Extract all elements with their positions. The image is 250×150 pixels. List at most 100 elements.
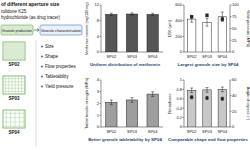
x-tick-label: SP03 — [202, 54, 213, 59]
point — [221, 97, 224, 100]
x-tick-label: SP02 — [187, 129, 198, 134]
screen-mesh — [15, 43, 16, 59]
bullet — [41, 45, 43, 47]
y-tick — [183, 108, 185, 109]
property-text: Shape — [45, 54, 59, 59]
y-tick — [100, 91, 102, 92]
y-tick — [183, 20, 185, 21]
property-text: Yield pressure — [45, 84, 74, 89]
y-tick-label: 1 — [97, 113, 100, 118]
y-tick — [183, 89, 185, 90]
y-tick-label: 0.4 — [176, 106, 182, 111]
y-tick-label: 4 — [97, 34, 100, 39]
screen-mesh — [17, 43, 18, 59]
x-tick-label: SP02 — [106, 129, 117, 134]
x-tick-label: SP04 — [217, 129, 228, 134]
marks — [106, 13, 159, 52]
bar — [187, 90, 195, 127]
screen-mesh — [9, 43, 10, 59]
caption: Better granule tabletability by SP04 — [88, 137, 162, 142]
error-bar — [131, 13, 134, 15]
screen-label: SP03 — [8, 96, 20, 101]
screen-mesh — [23, 111, 24, 127]
x-tick-label: SP03 — [127, 129, 138, 134]
y-tick — [183, 127, 185, 128]
y-tick-label: 0.8 — [176, 87, 182, 92]
caption: Uniform distribution of metformin — [90, 62, 161, 67]
screen-mesh — [11, 43, 12, 59]
screen-mesh — [4, 126, 24, 127]
error-bar — [221, 97, 224, 100]
y-tick — [183, 52, 185, 53]
y-tick — [183, 36, 185, 37]
y-tick — [100, 36, 102, 37]
y-tick — [100, 20, 102, 21]
y-axis-label: Metformin content (mg/100 mg) — [85, 1, 89, 54]
screen-mesh — [4, 78, 24, 79]
caption: Comparable shape and flow properties — [168, 137, 248, 142]
header-text: Granule production — [2, 29, 32, 33]
y-tick-label: 4 — [97, 77, 100, 82]
y-tick — [183, 5, 185, 6]
bullet — [41, 75, 43, 77]
chart: 00.20.40.60.81Roundness0204060Angle of r… — [167, 77, 250, 142]
error-bar — [151, 92, 154, 97]
error-bar — [221, 12, 224, 21]
screen-mesh — [4, 85, 24, 86]
y2-tick-label: 75 — [232, 14, 237, 19]
screen-mesh — [24, 77, 25, 93]
x-tick-label: SP02 — [106, 54, 117, 59]
bar — [126, 100, 137, 127]
screen-mesh — [21, 43, 22, 59]
bar — [203, 22, 211, 52]
screen-mesh — [4, 91, 24, 92]
bullet — [41, 65, 43, 67]
error-bar — [221, 87, 224, 92]
error-bar — [190, 16, 193, 22]
bar — [126, 14, 137, 52]
screen-frame — [3, 76, 25, 94]
screen-mesh — [4, 50, 24, 51]
screen-mesh — [15, 111, 16, 127]
error-bar — [110, 13, 113, 15]
y-axis — [101, 5, 102, 52]
diagram-line: hydrochloride (as drug tracer) — [1, 15, 61, 20]
chart: 0200400600D50 (µm)0255075100Yield pressu… — [167, 2, 250, 67]
y-tick — [183, 80, 185, 81]
chart: 04812Metformin content (mg/100 mg)SP02SP… — [85, 1, 164, 67]
y-tick-label: 0 — [97, 49, 100, 54]
marks — [106, 92, 159, 127]
y-tick — [100, 103, 102, 104]
y-tick-label: 200 — [175, 34, 182, 39]
screen-mesh — [5, 43, 6, 59]
y-tick-label: 0.2 — [176, 115, 182, 120]
x-tick-label: SP04 — [217, 54, 228, 59]
error-bar — [151, 13, 154, 15]
y-tick-label: 3 — [97, 89, 100, 94]
bar — [106, 14, 117, 52]
y2-tick-label: 60 — [232, 77, 237, 82]
chart: 01234Tablet tensile strength (MPa)SP02SP… — [84, 77, 164, 142]
screen-mesh — [10, 111, 11, 127]
property-text: Tabletability — [45, 74, 69, 79]
point — [190, 96, 193, 99]
screen-mesh — [23, 43, 24, 59]
screen-label: SP04 — [8, 130, 20, 135]
y-axis-label: Tablet tensile strength (MPa) — [84, 77, 89, 129]
x-tick-label: SP03 — [202, 129, 213, 134]
screen-mesh — [4, 122, 24, 123]
y-tick — [100, 127, 102, 128]
x-tick-label: SP04 — [148, 54, 159, 59]
y-tick — [100, 5, 102, 6]
y-tick-label: 1 — [180, 77, 183, 82]
y2-tick-label: 20 — [232, 109, 237, 114]
y-tick — [183, 117, 185, 118]
screen-mesh — [4, 81, 24, 82]
y-tick-label: 2 — [97, 101, 100, 106]
error-bar — [221, 18, 224, 21]
point — [205, 96, 208, 99]
y-tick-label: 600 — [175, 2, 182, 7]
bar — [147, 14, 158, 52]
y-tick-label: 0 — [180, 124, 183, 129]
error-bar — [110, 100, 113, 105]
